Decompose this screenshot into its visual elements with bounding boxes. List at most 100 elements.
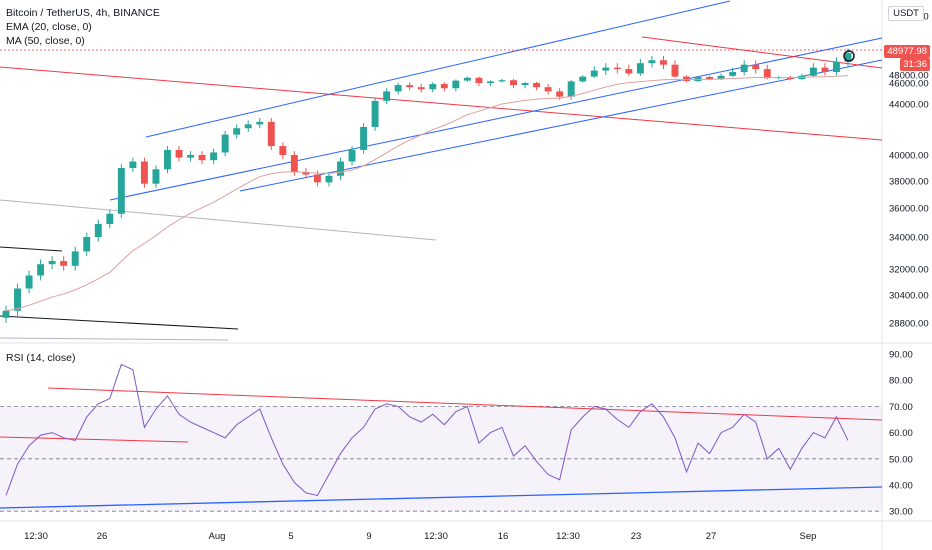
price-tick-label: 30400.00 [889,291,929,302]
candle-body[interactable] [290,155,298,172]
short-resistance-line[interactable] [641,36,883,69]
ema-legend[interactable]: EMA (20, close, 0) [6,21,92,33]
candle-body[interactable] [233,128,241,135]
rsi-tick-label: 50.00 [889,454,913,465]
time-tick-label: 9 [366,531,371,542]
candle-body[interactable] [556,91,564,97]
candle-body[interactable] [94,223,102,237]
candle-body[interactable] [129,161,137,169]
candle-body[interactable] [717,75,725,79]
ma-legend[interactable]: MA (50, close, 0) [6,35,85,47]
candle-body[interactable] [267,121,275,147]
candle-body[interactable] [729,72,737,76]
candle-body[interactable] [475,77,483,83]
candle-body[interactable] [337,161,344,176]
lower-channel-line[interactable] [239,59,883,192]
candle-body[interactable] [313,174,321,183]
candle-body[interactable] [763,69,771,79]
candle-body[interactable] [706,77,714,79]
candle-body[interactable] [360,126,368,150]
candle-body[interactable] [210,152,218,161]
rsi-legend[interactable]: RSI (14, close) [6,352,76,364]
candle-body[interactable] [740,64,748,73]
gray-trendline[interactable] [0,337,229,341]
symbol-legend[interactable]: Bitcoin / TetherUS, 4h, BINANCE [6,7,160,19]
candle-body[interactable] [348,149,356,162]
candle-body[interactable] [406,85,414,88]
candle-body[interactable] [602,67,610,71]
candle-body[interactable] [683,76,690,81]
candle-body[interactable] [244,124,252,129]
candle-body[interactable] [510,80,517,86]
candle-body[interactable] [198,155,206,161]
resistance-line[interactable] [0,66,883,141]
candle-body[interactable] [567,81,575,97]
price-tick-label: 40000.00 [889,151,929,162]
candle-body[interactable] [394,85,402,92]
candle-body[interactable] [486,81,494,83]
candle-body[interactable] [821,67,829,73]
rsi-resistance-line[interactable] [47,387,883,421]
candle-body[interactable] [106,213,114,224]
candle-body[interactable] [383,91,391,101]
candle-body[interactable] [60,261,68,266]
candle-body[interactable] [613,67,621,70]
candle-body[interactable] [71,251,79,266]
candle-body[interactable] [48,261,56,265]
candle-body[interactable] [440,84,448,89]
candle-body[interactable] [2,310,10,318]
candle-body[interactable] [844,52,852,62]
candle-body[interactable] [452,80,460,89]
candle-body[interactable] [37,264,45,276]
candle-body[interactable] [371,100,379,127]
black-trendline[interactable] [0,315,239,330]
rsi-tick-label: 30.00 [889,507,913,518]
candle-body[interactable] [429,84,437,90]
currency-button[interactable]: USDT [888,6,924,21]
candle-body[interactable] [14,288,21,311]
candle-body[interactable] [809,67,817,76]
candle-body[interactable] [659,60,667,65]
candle-body[interactable] [544,87,552,92]
candle-body[interactable] [521,83,529,86]
gray-trendline[interactable] [0,199,437,241]
black-trendline[interactable] [0,246,63,252]
middle-channel-line[interactable] [109,37,883,201]
candle-body[interactable] [590,70,598,77]
candle-body[interactable] [187,155,195,158]
time-tick-label: Sep [800,531,817,542]
candle-body[interactable] [671,64,679,77]
rsi-tick-label: 60.00 [889,428,913,439]
candle-body[interactable] [625,69,633,74]
candle-body[interactable] [25,275,33,289]
candle-body[interactable] [256,121,264,125]
candle-body[interactable] [579,76,587,82]
candle-body[interactable] [140,161,148,184]
candle-body[interactable] [83,237,91,252]
candle-body[interactable] [833,61,840,73]
rsi-tick-label: 70.00 [889,402,913,413]
rsi-support-line[interactable] [0,486,883,509]
candle-body[interactable] [752,64,760,70]
candle-body[interactable] [302,171,310,175]
price-tick-label: 44000.00 [889,100,929,111]
candle-body[interactable] [636,63,644,74]
candle-body[interactable] [164,149,171,170]
candle-body[interactable] [498,80,506,82]
candle-body[interactable] [325,175,333,183]
candle-body[interactable] [279,146,287,155]
candle-body[interactable] [175,149,183,158]
candle-body[interactable] [417,87,425,90]
candle-body[interactable] [152,169,160,184]
candle-body[interactable] [221,134,229,153]
upper-channel-line[interactable] [145,0,731,138]
highlight-circle-marker [843,50,855,62]
time-tick-label: 23 [631,531,642,542]
candle-body[interactable] [117,168,125,214]
candle-body[interactable] [533,83,541,88]
candle-body[interactable] [463,77,471,81]
rsi-resistance-line[interactable] [0,436,189,443]
candle-body[interactable] [648,60,656,64]
rsi-tick-label: 80.00 [889,376,913,387]
